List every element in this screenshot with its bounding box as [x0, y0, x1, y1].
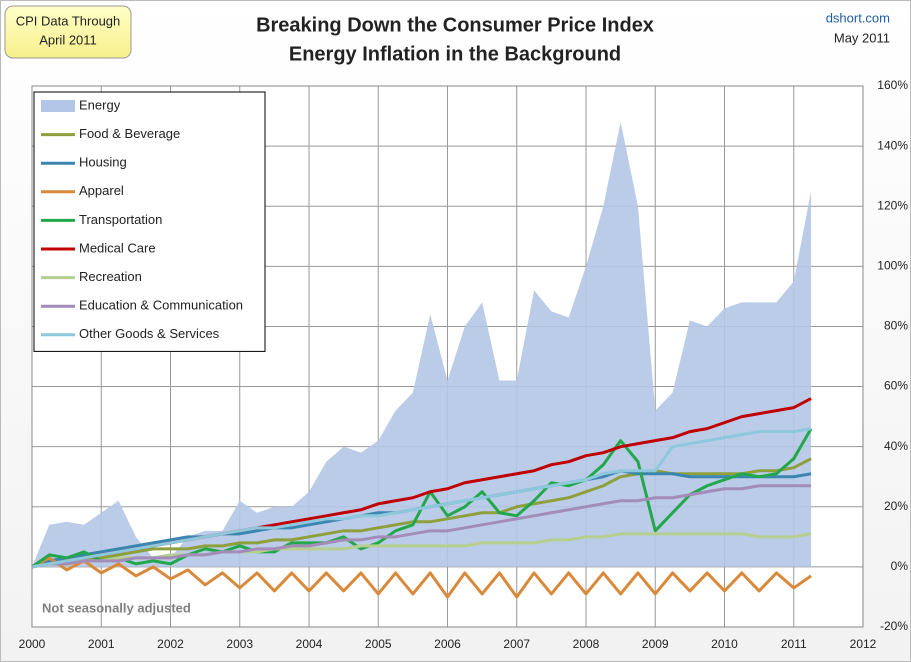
- x-tick-label: 2012: [850, 637, 877, 651]
- x-tick-label: 2000: [19, 637, 46, 651]
- x-tick-label: 2002: [157, 637, 184, 651]
- legend-label: Medical Care: [79, 240, 156, 255]
- info-box: [4, 5, 132, 59]
- x-tick-label: 2006: [434, 637, 461, 651]
- y-tick-label: 140%: [877, 138, 908, 152]
- chart-title: Breaking Down the Consumer Price Index: [256, 14, 654, 36]
- y-tick-label: -20%: [880, 619, 908, 633]
- line: [31, 484, 812, 569]
- x-tick-label: 2010: [711, 637, 738, 651]
- y-tick-label: 40%: [884, 439, 908, 453]
- line: [31, 556, 812, 599]
- y-tick-label: 20%: [884, 499, 908, 513]
- legend-label: Energy: [79, 97, 121, 112]
- date: May 2011: [834, 30, 890, 45]
- x-tick-label: 2007: [503, 637, 530, 651]
- legend-label: Housing: [79, 155, 127, 170]
- chart-title: Energy Inflation in the Background: [289, 43, 621, 65]
- legend-label: Transportation: [79, 212, 162, 227]
- legend-label: Education & Communication: [79, 298, 243, 313]
- x-tick-label: 2001: [88, 637, 115, 651]
- y-tick-label: 100%: [877, 259, 908, 273]
- note: Not seasonally adjusted: [42, 600, 191, 615]
- info-text: April 2011: [39, 32, 97, 47]
- x-tick-label: 2008: [573, 637, 600, 651]
- source: dshort.com: [826, 10, 890, 25]
- legend-label: Apparel: [79, 183, 124, 198]
- x-tick-label: 2011: [781, 637, 807, 651]
- y-tick-label: 120%: [877, 198, 908, 212]
- legend-label: Food & Beverage: [79, 126, 180, 141]
- legend-label: Recreation: [79, 269, 142, 284]
- legend-label: Other Goods & Services: [79, 326, 220, 341]
- x-tick-label: 2004: [296, 637, 323, 651]
- line: [31, 532, 812, 569]
- x-tick-label: 2003: [226, 637, 253, 651]
- y-tick-label: 160%: [877, 78, 908, 92]
- area: [32, 122, 812, 567]
- x-tick-label: 2009: [642, 637, 669, 651]
- x-tick-label: 2005: [365, 637, 392, 651]
- legend-swatch: [41, 100, 75, 112]
- y-tick-label: 0%: [891, 559, 909, 573]
- y-tick-label: 80%: [884, 319, 908, 333]
- line: [31, 427, 812, 569]
- y-tick-label: 60%: [884, 379, 908, 393]
- info-text: CPI Data Through: [16, 13, 121, 28]
- plot-border: [31, 85, 864, 628]
